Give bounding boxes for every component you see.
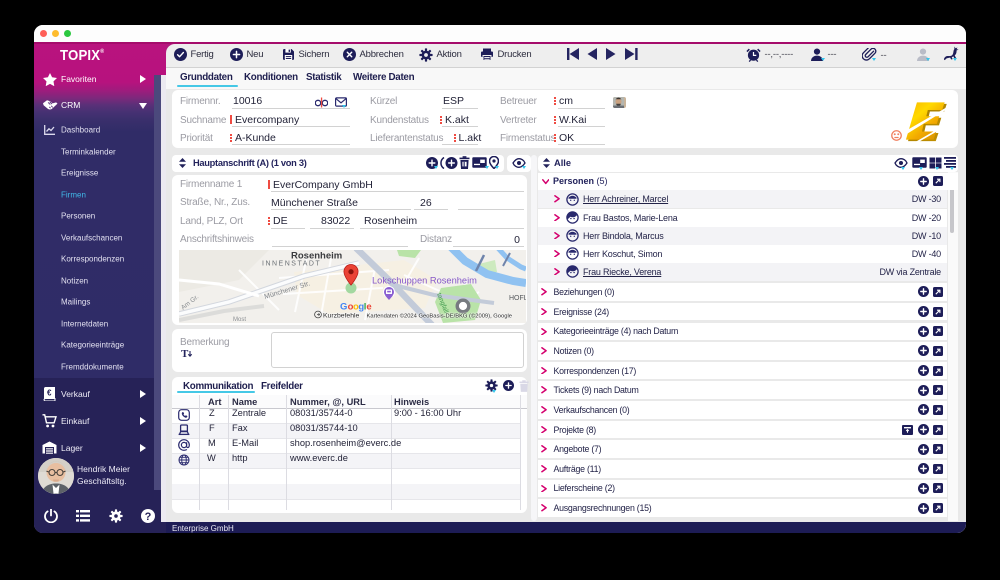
svg-text:Kurzbefehle: Kurzbefehle [323, 312, 359, 319]
svg-text:g: g [358, 302, 364, 313]
svg-text:Most: Most [233, 317, 246, 323]
svg-text:T: T [181, 348, 189, 359]
svg-text:€: € [47, 389, 52, 398]
svg-text:l: l [364, 302, 367, 313]
svg-text:?: ? [145, 511, 152, 523]
svg-text:Lokschuppen Rosenheim: Lokschuppen Rosenheim [372, 276, 477, 286]
svg-text:INNENSTADT: INNENSTADT [262, 261, 321, 268]
svg-text:HOFL: HOFL [509, 295, 526, 302]
svg-text:o: o [348, 302, 354, 313]
svg-text:Kartendaten ©2024 GeoBasis-DE/: Kartendaten ©2024 GeoBasis-DE/BKG (©2009… [367, 313, 513, 320]
svg-text:o: o [353, 302, 359, 313]
svg-text:Rosenheim: Rosenheim [291, 251, 342, 262]
svg-text:G: G [340, 302, 347, 313]
svg-text:e: e [366, 302, 371, 313]
